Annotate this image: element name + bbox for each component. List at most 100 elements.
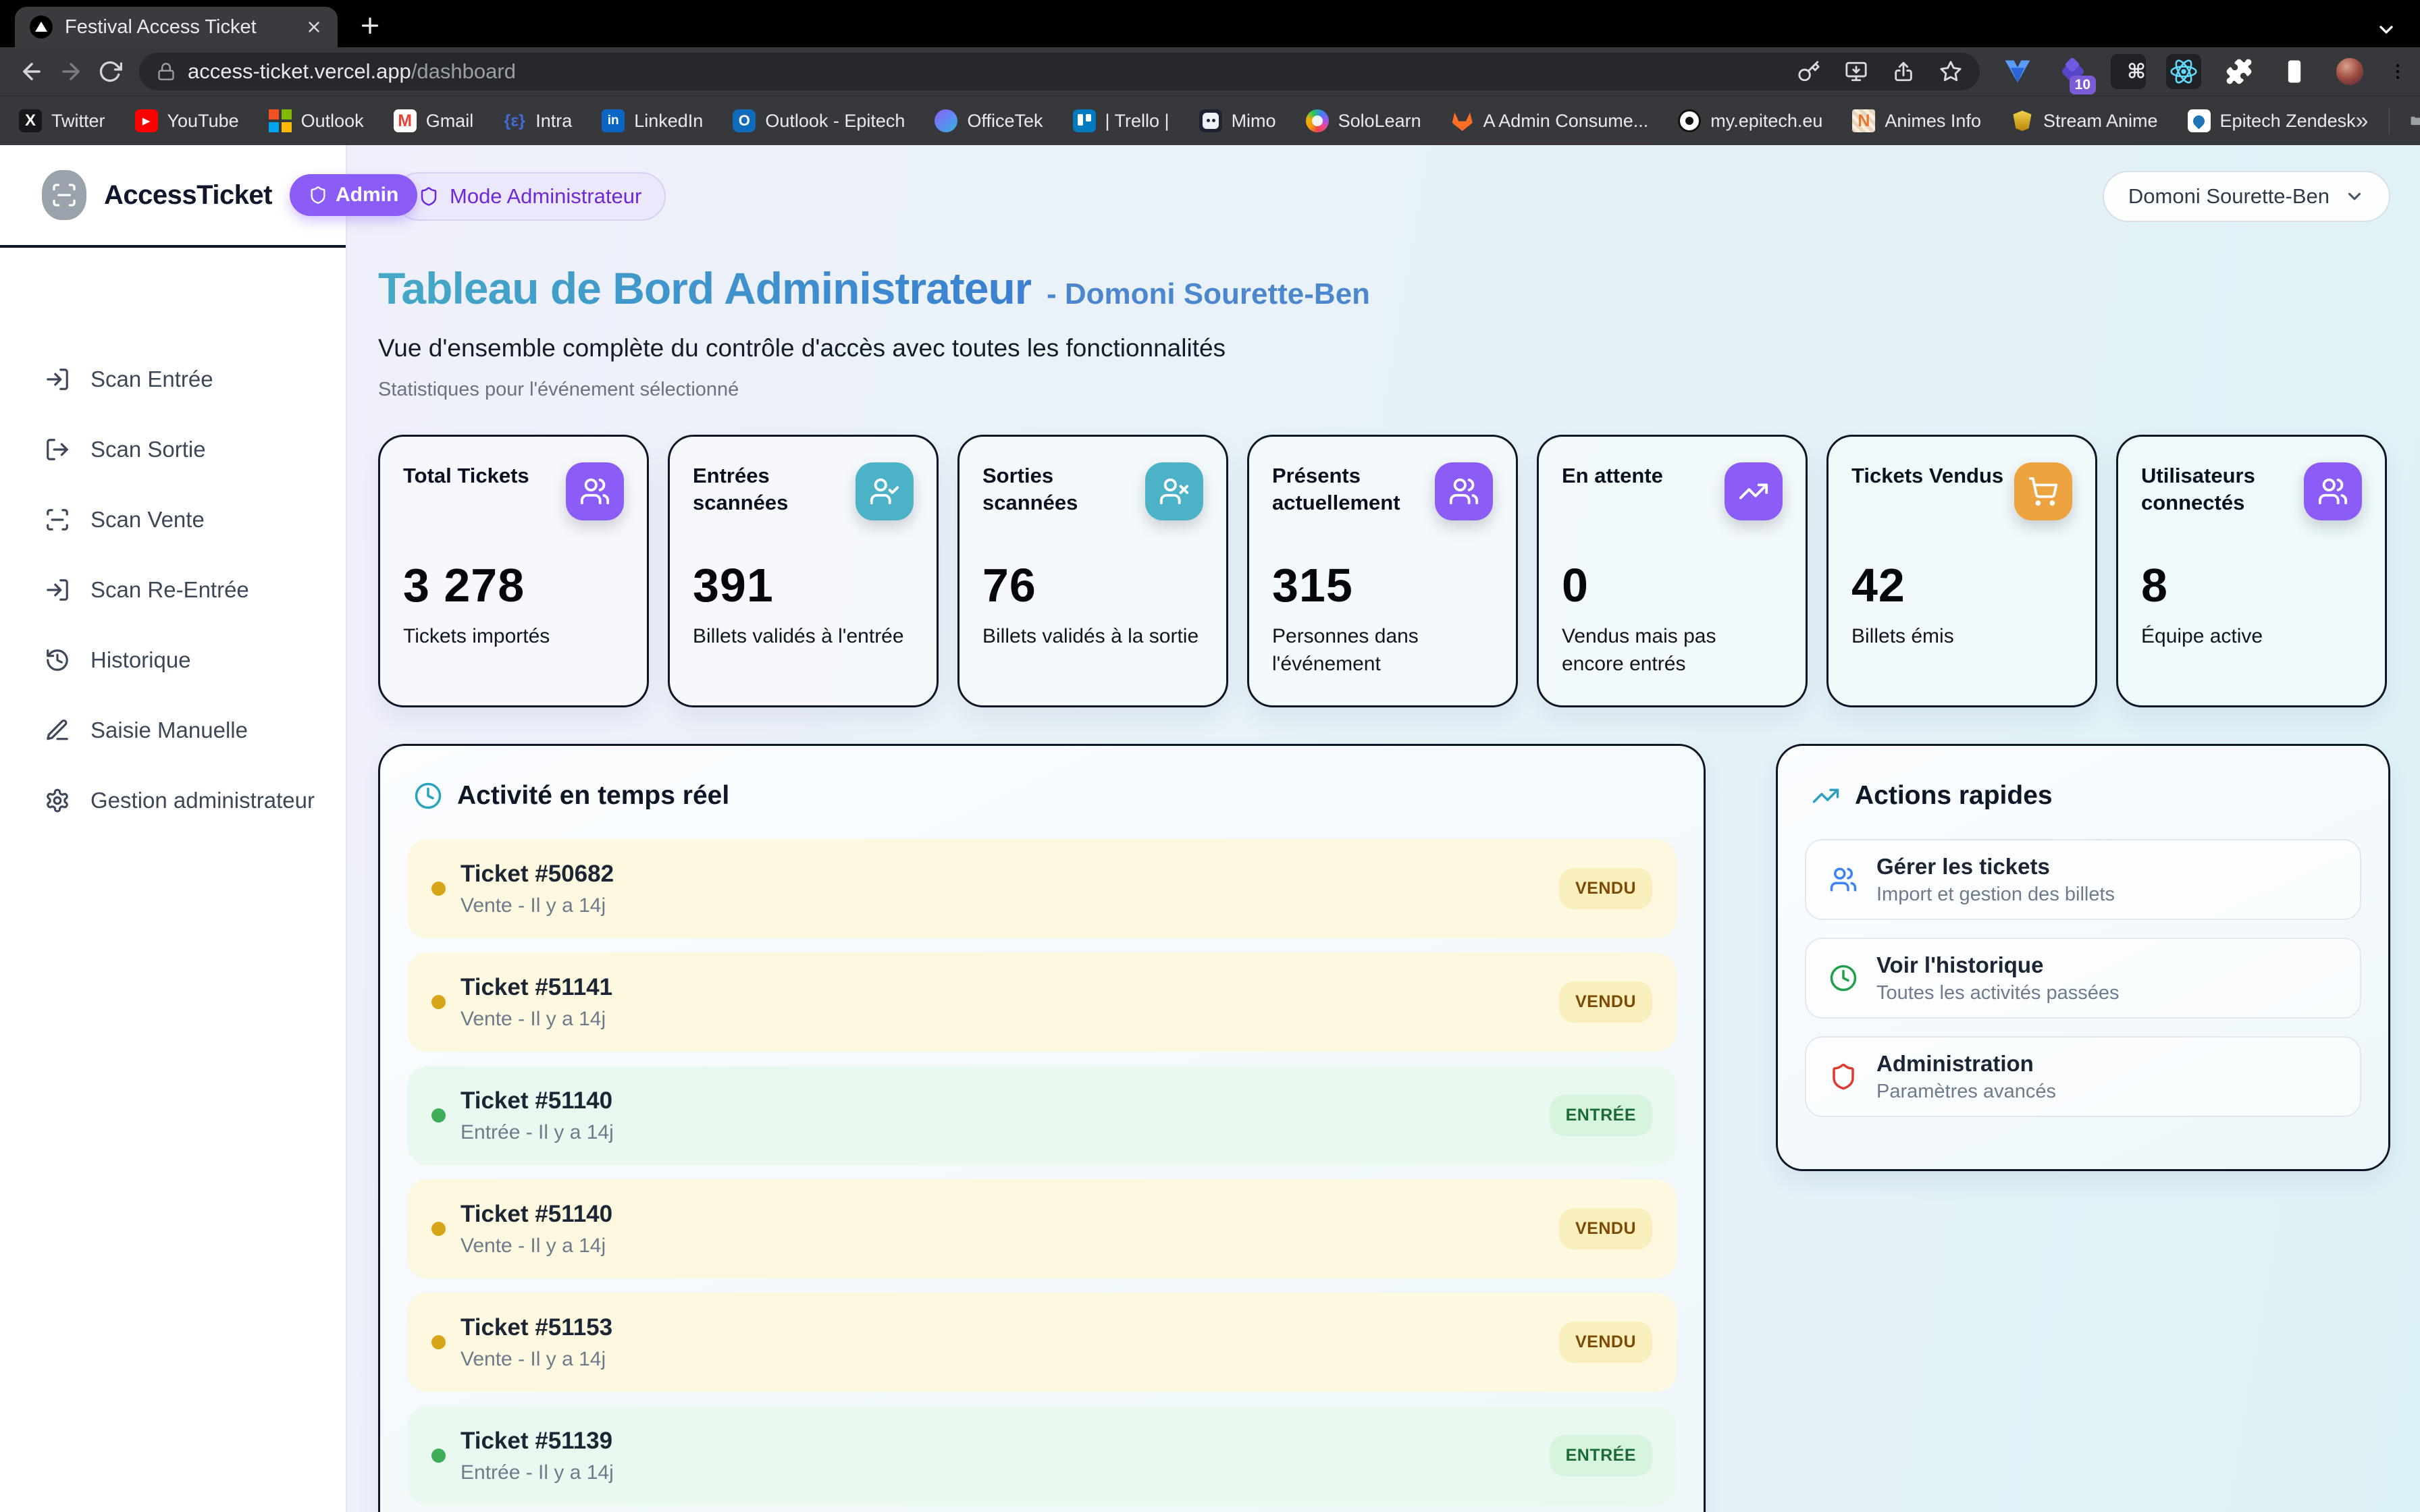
url-bar[interactable]: access-ticket.vercel.app/dashboard — [139, 53, 1980, 90]
shield-icon — [309, 186, 327, 205]
quick-actions-list: Gérer les tickets Import et gestion des … — [1805, 839, 2361, 1117]
urlbar-action-icon[interactable] — [1892, 60, 1915, 83]
extension-icon[interactable] — [2221, 54, 2257, 89]
shield-icon — [419, 186, 439, 207]
bookmark-label: A Admin Consume... — [1483, 110, 1649, 131]
app-header-right: Mode Administrateur Domoni Sourette-Ben — [347, 145, 2420, 248]
stat-value: 3 278 — [403, 559, 525, 612]
urlbar-action-icon[interactable] — [1939, 60, 1962, 83]
bookmark-item[interactable]: A Admin Consume... — [1451, 109, 1649, 132]
url-path: /dashboard — [411, 59, 516, 83]
back-button[interactable] — [12, 52, 51, 91]
ticket-id: Ticket #51140 — [461, 1087, 613, 1114]
stat-title: Tickets Vendus — [1851, 464, 2004, 487]
quick-action-description: Paramètres avancés — [1876, 1080, 2056, 1102]
extension-icon[interactable] — [2000, 54, 2035, 89]
bookmark-favicon — [268, 109, 292, 132]
url-text: access-ticket.vercel.app/dashboard — [188, 59, 516, 84]
quick-actions-header: Actions rapides — [1805, 746, 2361, 839]
status-dot — [431, 1222, 446, 1236]
quick-action-description: Toutes les activités passées — [1876, 981, 2120, 1004]
forward-button[interactable] — [51, 52, 90, 91]
tab-close-icon[interactable] — [305, 18, 323, 36]
urlbar-action-icon[interactable] — [1845, 60, 1868, 83]
bookmark-item[interactable]: O Outlook - Epitech — [733, 109, 905, 132]
ticket-meta: Vente - Il y a 14j — [461, 894, 606, 917]
extension-icon[interactable]: 10 — [2055, 54, 2096, 94]
status-badge: ENTRÉE — [1549, 1435, 1652, 1476]
extension-icon[interactable] — [2166, 54, 2201, 89]
user-menu[interactable]: Domoni Sourette-Ben — [2102, 171, 2390, 222]
sidebar-item[interactable]: Historique — [0, 625, 346, 695]
trending-up-icon — [1812, 782, 1840, 810]
bookmarks-divider — [2388, 108, 2390, 134]
app-logo — [42, 170, 86, 220]
quick-action-description: Import et gestion des billets — [1876, 883, 2115, 905]
quick-action-item[interactable]: Voir l'historique Toutes les activités p… — [1805, 938, 2361, 1019]
bookmark-favicon — [935, 109, 958, 132]
bookmark-item[interactable]: | Trello | — [1072, 109, 1169, 132]
extension-icon[interactable] — [2332, 54, 2367, 89]
bookmark-item[interactable]: OfficeTek — [935, 109, 1043, 132]
bookmark-item[interactable]: M Gmail — [393, 109, 473, 132]
sidebar-item[interactable]: Scan Entrée — [0, 344, 346, 414]
bookmark-item[interactable]: Mimo — [1199, 109, 1276, 132]
ticket-meta: Entrée - Il y a 14j — [461, 1120, 614, 1143]
bookmark-item[interactable]: in LinkedIn — [602, 109, 703, 132]
browser-tab[interactable]: Festival Access Ticket — [15, 7, 338, 47]
sidebar-item[interactable]: Saisie Manuelle — [0, 695, 346, 765]
bookmark-item[interactable]: ▶ YouTube — [134, 109, 239, 132]
admin-mode-pill[interactable]: Mode Administrateur — [394, 172, 666, 221]
extension-icon[interactable] — [2277, 54, 2312, 89]
bookmarks-tail: » Autres favoris — [2356, 100, 2420, 142]
sidebar-item-label: Scan Entrée — [90, 367, 213, 392]
sidebar-item-icon — [45, 647, 70, 673]
dashboard-body: Tableau de Bord Administrateur - Domoni … — [347, 248, 2420, 1512]
sidebar-item[interactable]: Scan Vente — [0, 485, 346, 555]
bookmark-item[interactable]: N Animes Info — [1852, 109, 1981, 132]
status-dot — [431, 1449, 446, 1463]
stat-title: Présents actuellement — [1272, 464, 1400, 515]
bookmark-item[interactable]: X Twitter — [19, 109, 105, 132]
other-bookmarks-folder[interactable]: Autres favoris — [2410, 100, 2420, 142]
stat-card: En attente 0 Vendus mais pas encore entr… — [1537, 435, 1808, 707]
bookmark-item[interactable]: my.epitech.eu — [1678, 109, 1822, 132]
sidebar-item-icon — [45, 437, 70, 462]
sidebar-item[interactable]: Scan Sortie — [0, 414, 346, 485]
extension-icon[interactable] — [2388, 54, 2408, 89]
browser-window: Festival Access Ticket access-ticket.ver… — [0, 0, 2420, 145]
urlbar-action-icon[interactable] — [1797, 60, 1820, 83]
tab-search-chevron-icon[interactable] — [2375, 19, 2397, 40]
sidebar-item[interactable]: Scan Re-Entrée — [0, 555, 346, 625]
bookmark-item[interactable]: Stream Anime — [2011, 109, 2158, 132]
new-tab-button[interactable] — [358, 14, 382, 38]
ticket-id: Ticket #50682 — [461, 860, 614, 887]
bookmark-item[interactable]: {ε} Intra — [503, 109, 573, 132]
stat-description: Tickets importés — [403, 625, 550, 647]
stat-icon — [2014, 462, 2072, 520]
extension-icon[interactable]: ⌘ — [2111, 54, 2146, 89]
app-header-left: AccessTicket Admin — [0, 145, 418, 248]
bookmark-item[interactable]: Epitech Zendesk — [2187, 109, 2356, 132]
quick-action-title: Administration — [1876, 1050, 2034, 1076]
stat-icon — [856, 462, 914, 520]
bookmarks-overflow-chevron[interactable]: » — [2355, 107, 2369, 134]
quick-action-icon — [1829, 964, 1858, 992]
browser-toolbar: access-ticket.vercel.app/dashboard 10 ⌘ — [0, 47, 2420, 96]
stat-value: 42 — [1851, 559, 1905, 612]
stat-card: Sorties scannées 76 Billets validés à la… — [957, 435, 1228, 707]
bookmark-favicon: O — [733, 109, 756, 132]
sidebar-item-label: Historique — [90, 647, 191, 672]
sidebar-item-icon — [45, 788, 70, 813]
reload-button[interactable] — [90, 52, 130, 91]
quick-actions-panel: Actions rapides Gérer les tickets Import… — [1776, 744, 2390, 1171]
bookmark-item[interactable]: SoloLearn — [1305, 109, 1421, 132]
extension-badge: 10 — [2069, 76, 2096, 94]
bookmark-item[interactable]: Outlook — [268, 109, 364, 132]
bookmark-label: Outlook - Epitech — [765, 110, 905, 131]
activity-panel-title: Activité en temps réel — [457, 781, 730, 810]
quick-action-item[interactable]: Gérer les tickets Import et gestion des … — [1805, 839, 2361, 920]
lock-icon[interactable] — [157, 62, 176, 81]
sidebar-item[interactable]: Gestion administrateur — [0, 765, 346, 836]
quick-action-item[interactable]: Administration Paramètres avancés — [1805, 1036, 2361, 1117]
